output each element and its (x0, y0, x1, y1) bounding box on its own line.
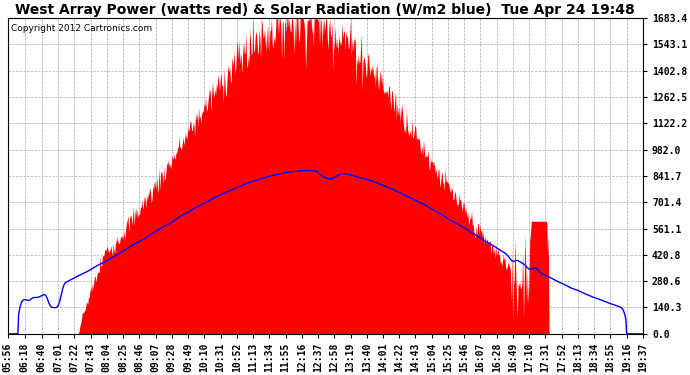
Text: Copyright 2012 Cartronics.com: Copyright 2012 Cartronics.com (11, 24, 152, 33)
Title: West Array Power (watts red) & Solar Radiation (W/m2 blue)  Tue Apr 24 19:48: West Array Power (watts red) & Solar Rad… (15, 3, 635, 17)
